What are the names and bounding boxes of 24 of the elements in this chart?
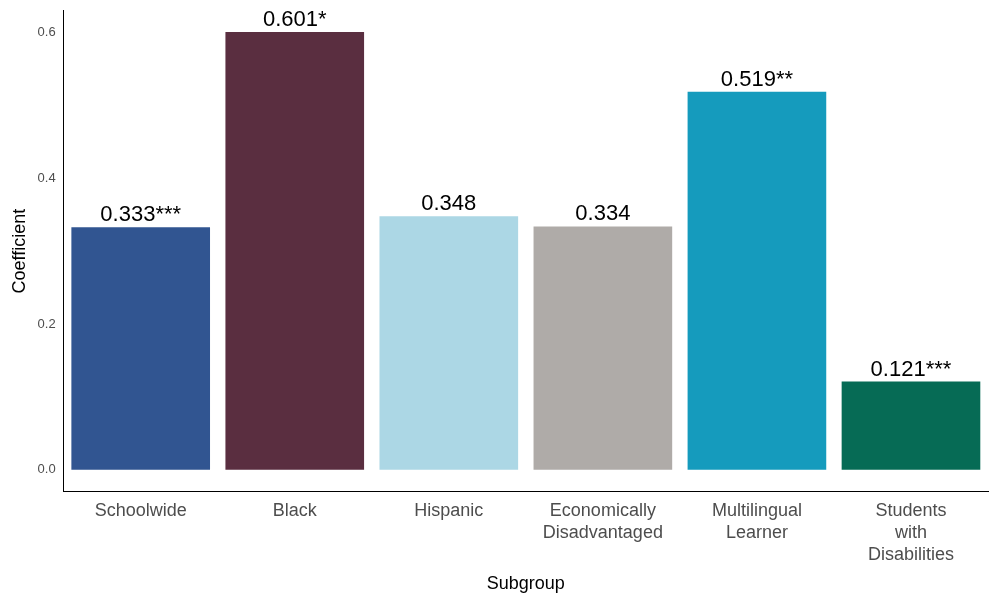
data-label: 0.519** — [720, 65, 794, 91]
x-tick-label: Students with Disabilities — [867, 500, 954, 564]
data-label: 0.601* — [262, 5, 327, 31]
y-tick-label: 0.6 — [37, 24, 56, 40]
x-tick-label: Black — [272, 500, 318, 521]
x-tick-label: Multilingual Learner — [711, 500, 802, 542]
y-tick-label: 0.4 — [37, 169, 56, 185]
bar — [687, 91, 827, 470]
y-axis-title: Coefficient — [8, 208, 29, 294]
x-tick-label: Economically Disadvantaged — [542, 500, 663, 542]
y-tick-label: 0.2 — [37, 315, 56, 331]
x-tick-label: Hispanic — [414, 500, 484, 521]
bar — [533, 226, 673, 470]
bar — [71, 227, 211, 470]
x-axis-title: Subgroup — [486, 573, 565, 594]
bar — [379, 216, 519, 470]
data-label: 0.348 — [421, 190, 477, 216]
bar — [225, 31, 365, 470]
data-label: 0.333*** — [100, 201, 182, 227]
bar — [841, 381, 981, 470]
data-label: 0.334 — [575, 200, 631, 226]
x-tick-label: Schoolwide — [94, 500, 187, 521]
data-label: 0.121*** — [870, 355, 952, 381]
y-tick-label: 0.0 — [37, 461, 56, 477]
